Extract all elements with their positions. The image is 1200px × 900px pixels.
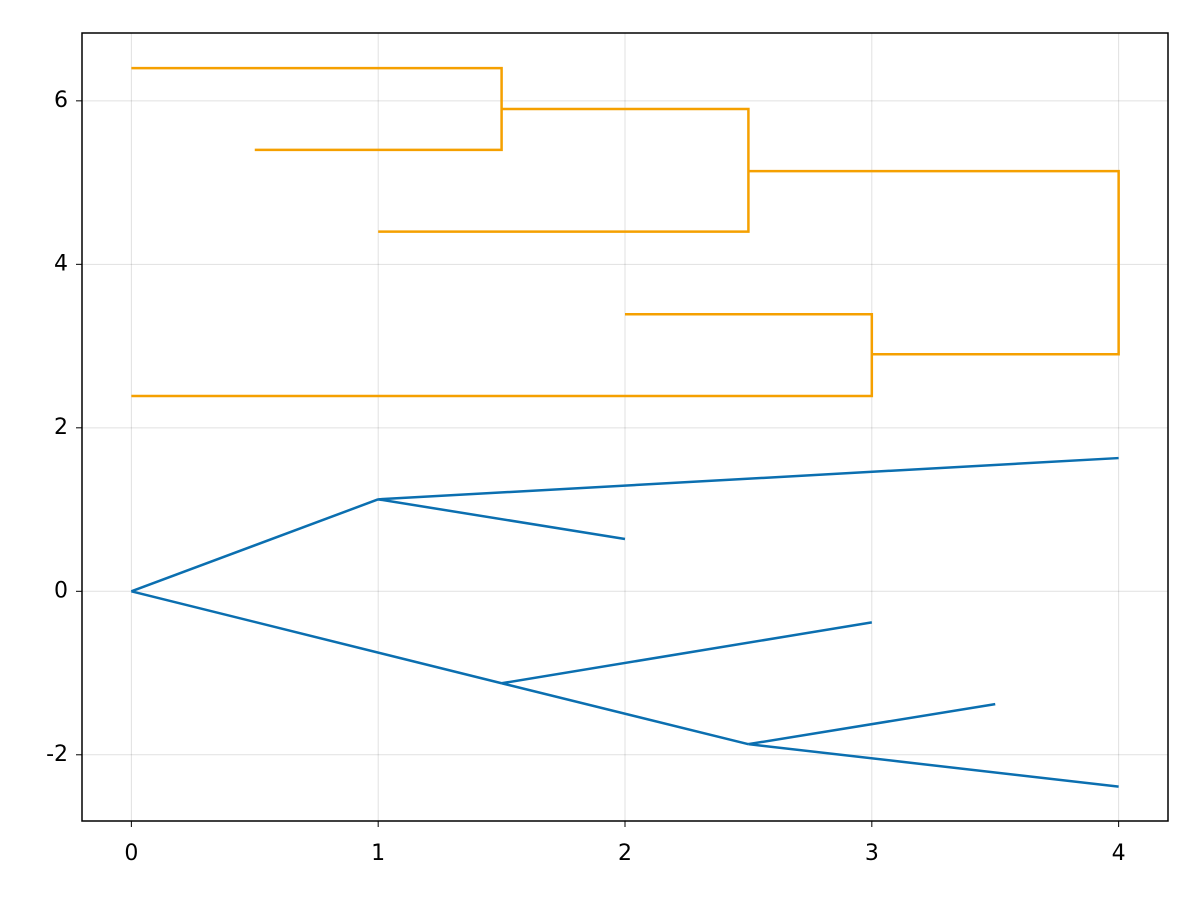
ticks: 0 1 2 3 4 -2 0 2 4 6 — [46, 88, 1126, 866]
y-tick-label: 6 — [54, 88, 68, 113]
x-tick-label: 0 — [124, 841, 138, 866]
line-segment — [131, 312, 874, 398]
line-segment — [131, 590, 502, 685]
y-tick-label: -2 — [46, 742, 68, 767]
y-tick-label: 2 — [54, 415, 68, 440]
line-segment — [501, 621, 873, 685]
x-tick-label: 4 — [1112, 841, 1126, 866]
line-segment — [748, 169, 1120, 356]
x-tick-label: 1 — [371, 841, 385, 866]
line-segment — [130, 498, 379, 593]
y-tick-label: 0 — [54, 578, 68, 603]
plot-area — [130, 66, 1120, 788]
x-tick-label: 2 — [618, 841, 632, 866]
grid — [82, 33, 1168, 821]
y-tick-label: 4 — [54, 251, 68, 276]
line-segment — [748, 742, 1119, 788]
line-segment — [748, 702, 996, 746]
line-segment — [377, 498, 626, 541]
x-tick-label: 3 — [865, 841, 879, 866]
line-segment — [501, 682, 749, 746]
line-segment — [378, 456, 1119, 501]
